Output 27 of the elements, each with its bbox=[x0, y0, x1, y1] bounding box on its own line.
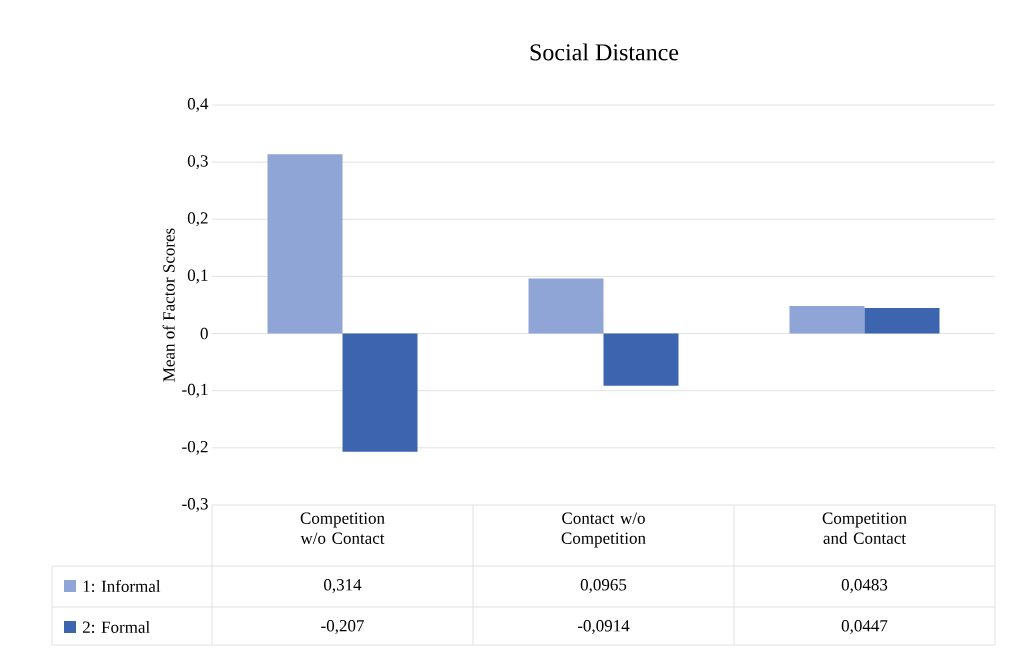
bar bbox=[342, 333, 418, 452]
x-tick-label: Contact w/o Competition bbox=[561, 512, 646, 548]
data-label: 0,0447 bbox=[841, 620, 888, 634]
y-tick-label: 0,2 bbox=[187, 212, 208, 227]
x-tick-label: Competition and Contact bbox=[822, 512, 907, 544]
data-label: -0,0914 bbox=[577, 620, 630, 634]
y-tick-label: 0,4 bbox=[187, 98, 209, 112]
y-tick-label: -0,1 bbox=[182, 383, 208, 398]
y-axis-title: Mean of Factor Scores bbox=[162, 228, 175, 382]
y-tick-label: 0,1 bbox=[187, 269, 208, 284]
chart-title: Social Distance bbox=[530, 43, 679, 61]
data-label: 0,0483 bbox=[841, 579, 888, 593]
data-label: -0,207 bbox=[321, 620, 364, 634]
bar bbox=[789, 305, 865, 334]
y-tick-label: -0,2 bbox=[182, 440, 208, 455]
y-tick-label: 0,3 bbox=[187, 155, 208, 170]
data-label: 0,0965 bbox=[580, 579, 627, 593]
y-tick-label: -0,3 bbox=[182, 498, 208, 512]
data-label: 0,314 bbox=[324, 579, 362, 593]
bar bbox=[528, 278, 604, 334]
bar bbox=[267, 154, 343, 334]
x-tick-label: Competition w/o Contact bbox=[300, 512, 385, 544]
legend-label: 2: Formal bbox=[82, 620, 150, 633]
bar bbox=[603, 333, 679, 386]
legend-label: 1: Informal bbox=[83, 579, 161, 593]
bar bbox=[864, 308, 940, 334]
y-tick-label: 0 bbox=[200, 327, 208, 340]
